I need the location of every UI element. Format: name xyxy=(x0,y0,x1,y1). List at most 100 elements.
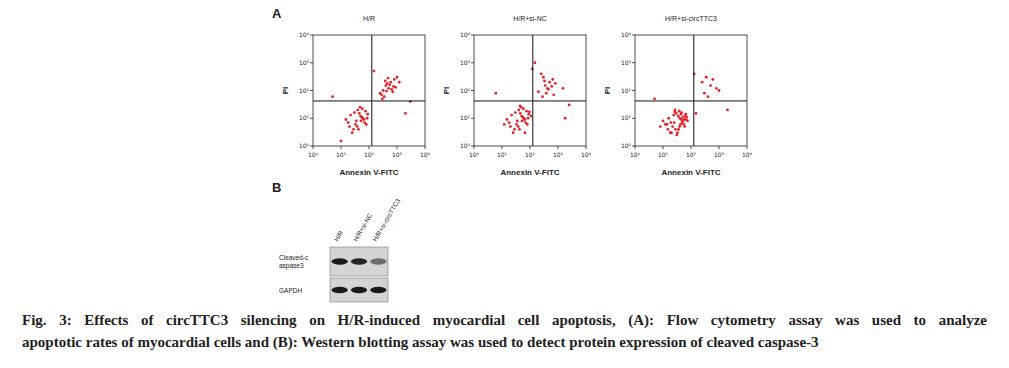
event-dot xyxy=(373,70,376,73)
event-dot xyxy=(672,114,675,117)
event-dot xyxy=(506,118,509,121)
event-dot xyxy=(530,115,533,118)
tick-label: 10⁰ xyxy=(469,151,480,158)
gate-line xyxy=(693,35,694,146)
tick-label: 10¹ xyxy=(336,151,347,158)
tick-label: 10⁰ xyxy=(630,151,641,158)
tick xyxy=(397,146,398,149)
event-dot xyxy=(554,82,557,85)
tick-label: 10² xyxy=(460,87,471,94)
row-label: aspase3 xyxy=(279,262,304,270)
event-dot xyxy=(381,97,384,100)
event-dot xyxy=(545,92,548,95)
tick-label: 10⁰ xyxy=(460,142,471,149)
event-dot xyxy=(508,121,511,124)
tick xyxy=(502,146,503,149)
axis-label: Annexin V-FITC xyxy=(661,168,720,177)
tick-label: 10¹ xyxy=(299,114,310,121)
tick-label: 10¹ xyxy=(658,151,669,158)
gate-line xyxy=(532,35,533,146)
event-dot xyxy=(514,111,517,114)
event-dot xyxy=(366,117,369,120)
event-dot xyxy=(552,93,555,96)
blot-band xyxy=(370,258,386,264)
event-dot xyxy=(662,120,665,123)
event-dot xyxy=(357,128,360,131)
axis-label: PI xyxy=(603,87,612,95)
plot-frame xyxy=(313,35,425,146)
event-dot xyxy=(680,118,683,121)
event-dot xyxy=(354,123,357,126)
event-dot xyxy=(701,81,704,84)
flow-plot: H/R+si-NC10⁰10¹10²10³10⁴10⁰10¹10²10³10⁴A… xyxy=(442,15,592,177)
tick-label: 10⁴ xyxy=(621,31,632,38)
event-dot xyxy=(389,81,392,84)
event-dot xyxy=(677,115,680,118)
event-dot xyxy=(703,92,706,95)
event-dot xyxy=(521,116,524,119)
event-dot xyxy=(404,112,407,115)
blot-band xyxy=(370,287,386,293)
event-dot xyxy=(678,110,681,113)
event-dot xyxy=(519,104,522,107)
event-dot xyxy=(383,95,386,98)
event-dot xyxy=(562,87,565,90)
tick xyxy=(586,146,587,149)
tick xyxy=(747,146,748,149)
event-dot xyxy=(345,118,348,121)
axis-label: Annexin V-FITC xyxy=(500,168,559,177)
event-dot xyxy=(509,125,512,128)
lane-label: H/R+si-circTTC3 xyxy=(371,197,401,243)
axis-label: Annexin V-FITC xyxy=(339,168,398,177)
event-dot xyxy=(680,113,683,116)
event-dot xyxy=(331,95,334,98)
lane-label: H/R xyxy=(332,229,344,242)
blot-band xyxy=(332,287,348,293)
event-dot xyxy=(361,107,364,110)
event-dot xyxy=(517,108,520,111)
event-dot xyxy=(515,123,518,126)
blot-strip xyxy=(330,278,388,302)
event-dot xyxy=(391,90,394,93)
event-dot xyxy=(695,112,698,115)
event-dot xyxy=(685,118,688,121)
event-dot xyxy=(534,61,537,64)
event-dot xyxy=(386,82,389,85)
event-dot xyxy=(382,89,385,92)
event-dot xyxy=(352,128,355,131)
gate-line xyxy=(474,100,586,101)
tick xyxy=(691,146,692,149)
event-dot xyxy=(521,120,524,123)
event-dot xyxy=(542,76,545,79)
tick-label: 10¹ xyxy=(460,114,471,121)
tick xyxy=(632,118,635,119)
tick xyxy=(425,146,426,149)
event-dot xyxy=(351,131,354,134)
axis-label: PI xyxy=(442,87,451,95)
plot-title: H/R xyxy=(363,15,375,22)
event-dot xyxy=(718,89,721,92)
event-dot xyxy=(380,93,383,96)
flow-plot: H/R10⁰10¹10²10³10⁴10⁰10¹10²10³10⁴Annexin… xyxy=(281,15,431,177)
tick xyxy=(635,146,636,149)
event-dot xyxy=(494,92,497,95)
event-dot xyxy=(524,131,527,134)
event-dot xyxy=(666,123,669,126)
blot-band xyxy=(332,258,348,264)
event-dot xyxy=(551,78,554,81)
blot-band xyxy=(351,287,367,293)
event-dot xyxy=(510,114,513,117)
event-dot xyxy=(392,85,395,88)
tick-label: 10⁰ xyxy=(308,151,319,158)
event-dot xyxy=(385,90,388,93)
event-dot xyxy=(513,128,516,131)
tick xyxy=(530,146,531,149)
event-dot xyxy=(667,117,670,120)
gate-line xyxy=(635,100,747,101)
event-dot xyxy=(711,78,714,81)
event-dot xyxy=(518,128,521,131)
caption-line: apoptotic rates of myocardial cells and … xyxy=(22,334,987,351)
event-dot xyxy=(537,90,540,93)
tick-label: 10³ xyxy=(621,59,632,66)
blot-band xyxy=(351,258,367,264)
